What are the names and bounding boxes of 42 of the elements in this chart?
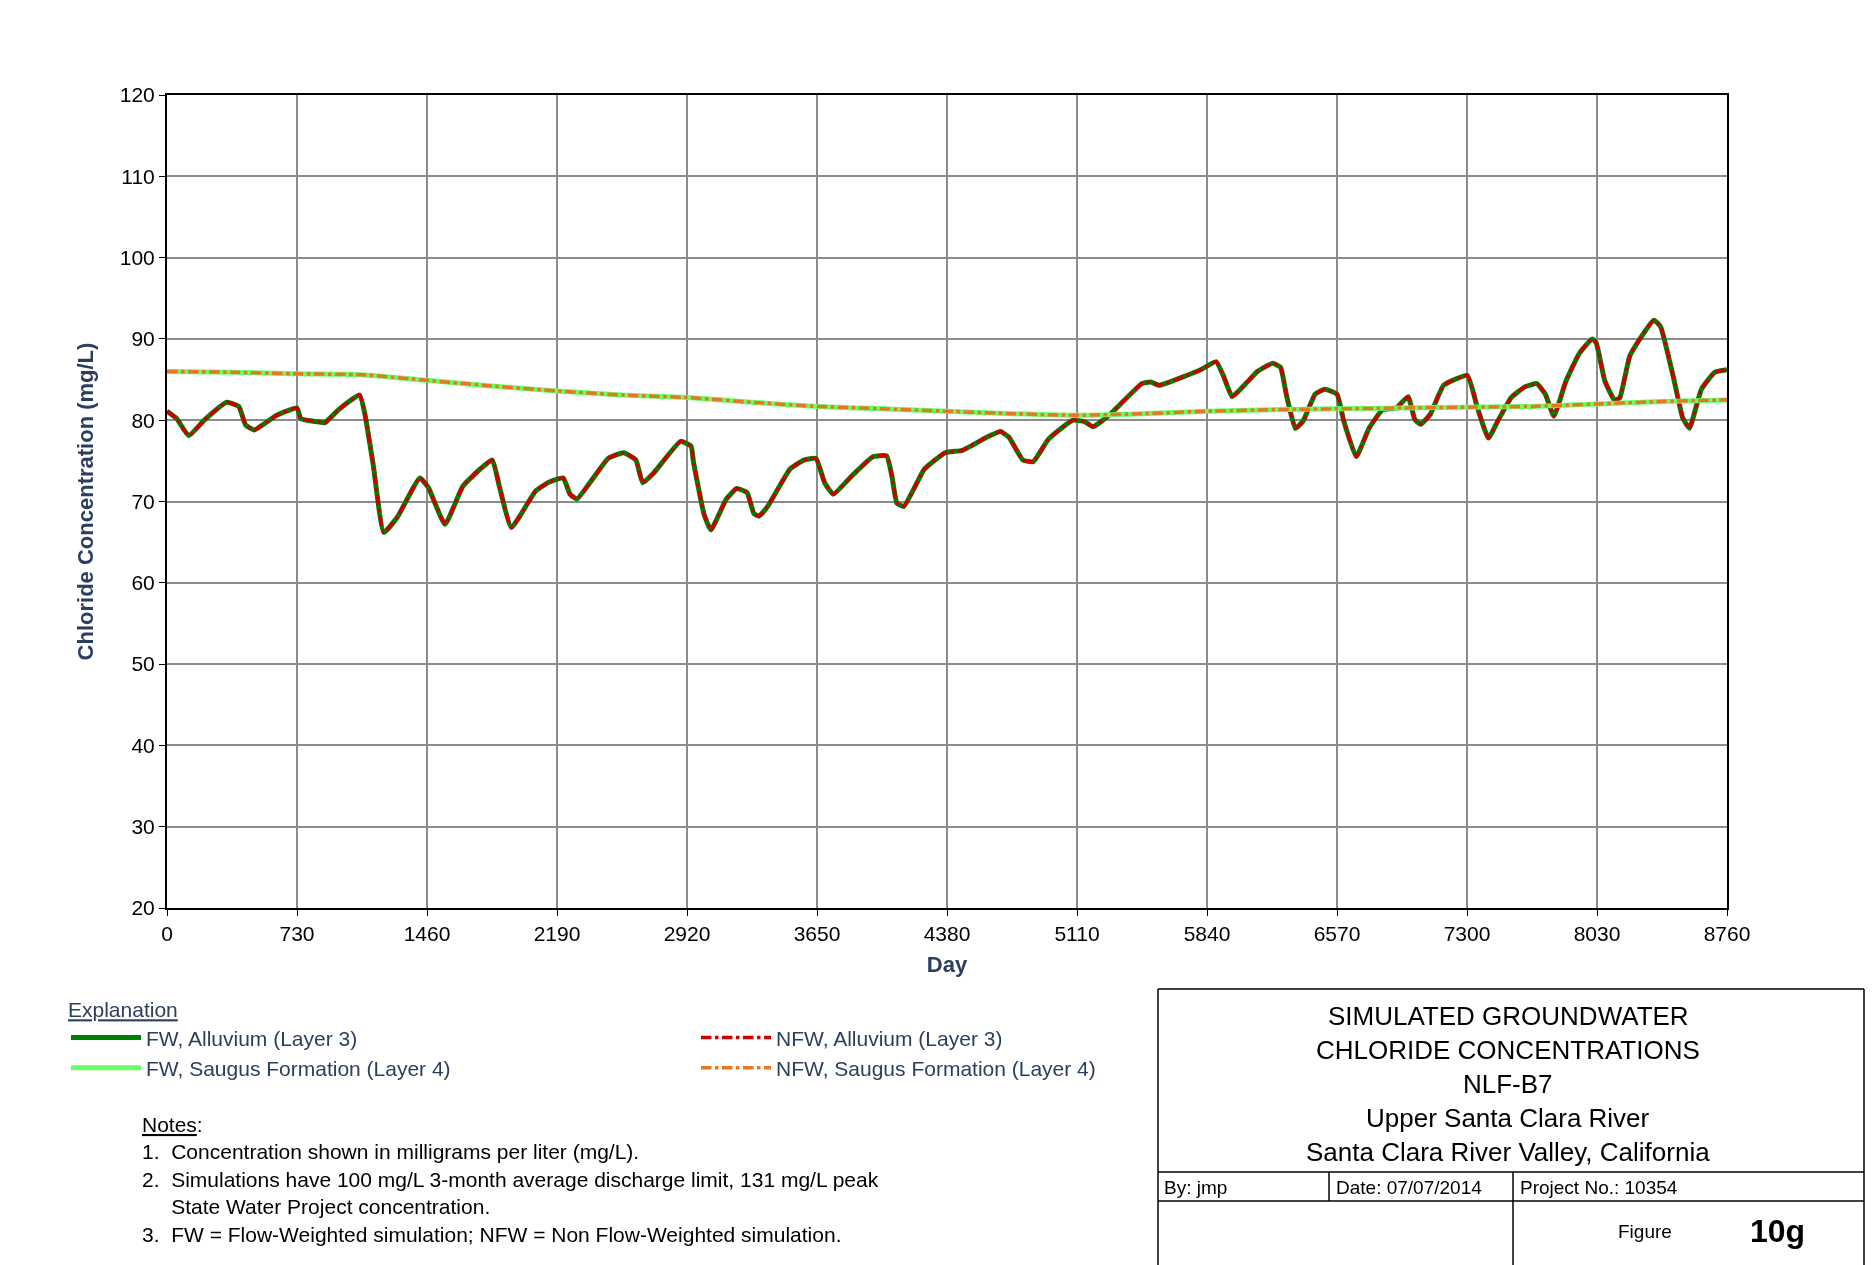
x-tick-label: 730 [279,922,315,946]
text: Notes: [142,1113,203,1136]
x-tick-label: 2920 [663,922,711,946]
x-tick-label: 2190 [533,922,581,946]
legend-title: Explanation [68,998,178,1022]
text: 1. Concentration shown in milligrams per liter (mg/L). [142,1140,640,1163]
x-tick-label: 6570 [1313,922,1361,946]
y-tick-label: 100 [119,245,155,269]
x-tick-label: 7300 [1443,922,1491,946]
text: NLF-B7 Upper Santa Clara River Santa Clara River Valley, California [1306,1069,1711,1167]
y-tick-label: 30 [131,815,155,839]
text: By: jmp [1164,1177,1228,1198]
text: Date: 07/07/2014 [1336,1177,1483,1198]
text: 10g [1750,1213,1806,1249]
y-tick-label: 110 [121,164,155,188]
legend-label: FW, Alluvium (Layer 3) [146,1026,358,1050]
legend-label: FW, Saugus Formation (Layer 4) [146,1056,451,1080]
y-tick-label: 40 [131,733,155,757]
legend-label: NFW, Saugus Formation (Layer 4) [776,1056,1096,1080]
y-axis-title: Chloride Concentration (mg/L) [73,342,99,661]
y-tick-label: 50 [131,652,155,676]
x-tick-label: 4380 [923,922,971,946]
x-tick-label: 5840 [1183,922,1231,946]
text: 2. Simulations have 100 mg/L 3-month average discharge limit, 131 mg/L peak State Water Project concentration. [142,1168,879,1219]
text: 3. FW = Flow-Weighted simulation; NFW = Non Flow-Weighted simulation. [142,1223,842,1246]
y-tick-label: 120 [119,83,155,107]
x-tick-label: 1460 [403,922,451,946]
y-tick-label: 80 [131,408,155,432]
x-axis-title: Day [926,951,968,977]
x-tick-label: 8760 [1703,922,1751,946]
legend-label: NFW, Alluvium (Layer 3) [776,1026,1003,1050]
x-tick-label: 5110 [1054,922,1100,946]
text: Figure [1618,1221,1672,1242]
text: Project No.: 10354 [1520,1177,1678,1198]
y-tick-label: 20 [131,896,155,920]
y-tick-label: 70 [131,489,155,513]
x-tick-label: 0 [161,922,173,946]
y-tick-label: 90 [131,327,155,351]
y-tick-label: 60 [131,571,155,595]
x-tick-label: 8030 [1573,922,1621,946]
text: SIMULATED GROUNDWATER CHLORIDE CONCENTRATIONS [1316,1001,1700,1065]
x-tick-label: 3650 [793,922,841,946]
